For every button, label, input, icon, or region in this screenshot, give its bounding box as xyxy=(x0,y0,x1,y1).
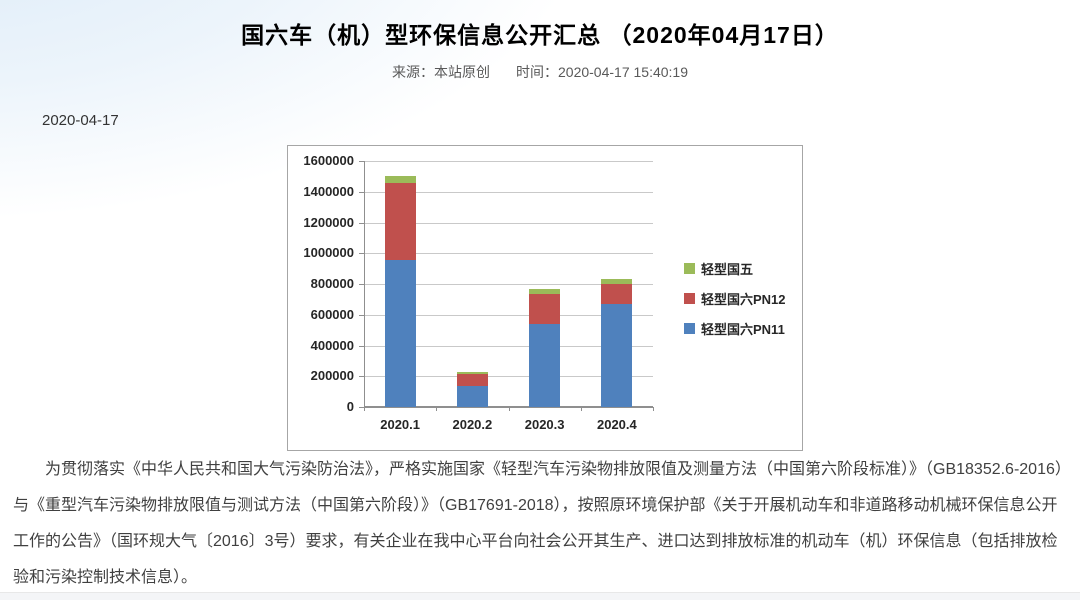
bar-segment xyxy=(384,182,416,261)
legend-item: 轻型国六PN12 xyxy=(684,289,786,308)
legend-swatch xyxy=(684,263,695,274)
bar-segment xyxy=(384,260,416,407)
y-axis-label: 800000 xyxy=(310,276,354,291)
article-meta: 来源：本站原创 时间：2020-04-17 15:40:19 xyxy=(0,62,1080,82)
y-axis-tick xyxy=(359,345,364,347)
y-axis-label: 200000 xyxy=(310,368,354,384)
y-axis-line xyxy=(364,161,365,407)
y-axis-label: 1000000 xyxy=(303,245,354,261)
meta-time-label: 时间： xyxy=(516,64,558,80)
gridline xyxy=(364,253,653,255)
y-axis-tick xyxy=(359,222,364,224)
x-axis-label: 2020.4 xyxy=(596,417,637,432)
bar-segment xyxy=(601,284,633,304)
bar-segment xyxy=(529,323,561,407)
legend-label: 轻型国六PN11 xyxy=(701,322,785,337)
gridline xyxy=(364,161,653,162)
bar-segment xyxy=(384,175,416,183)
legend-label: 轻型国六PN12 xyxy=(701,292,786,307)
y-axis-tick xyxy=(359,376,364,378)
x-axis-label: 2020.3 xyxy=(524,417,565,432)
article-date: 2020-04-17 xyxy=(42,112,119,129)
gridline xyxy=(364,191,653,193)
legend-item: 轻型国六PN11 xyxy=(684,319,786,338)
bar-segment xyxy=(456,386,488,407)
y-axis-tick xyxy=(359,407,364,408)
meta-source-label: 来源： xyxy=(392,64,434,80)
y-axis-label: 400000 xyxy=(310,337,354,353)
bar-segment xyxy=(529,289,561,294)
gridline xyxy=(364,284,653,285)
bar-segment xyxy=(601,303,633,407)
y-axis-label: 1400000 xyxy=(303,183,354,199)
bar-segment xyxy=(529,293,561,324)
gridline xyxy=(364,345,653,347)
stacked-bar-chart: 0 200000 400000 600000 800000 1000000 1200000 1… xyxy=(287,145,803,451)
x-axis-tick xyxy=(508,407,510,411)
meta-time-value: 2020-04-17 15:40:19 xyxy=(558,64,688,80)
bar-segment xyxy=(456,372,488,374)
x-axis-tick xyxy=(436,407,438,411)
y-axis-label: 0 xyxy=(346,399,354,414)
y-axis-label: 1600000 xyxy=(303,153,354,168)
y-axis-tick xyxy=(359,314,364,316)
x-axis-tick xyxy=(364,407,365,411)
legend-swatch xyxy=(684,323,695,334)
x-axis-label: 2020.1 xyxy=(380,417,420,432)
y-axis-tick xyxy=(359,191,364,193)
chart-legend: 轻型国五轻型国六PN12 轻型国六PN11 xyxy=(684,259,786,338)
gridline xyxy=(364,314,653,316)
x-axis-label: 2020.2 xyxy=(452,417,493,432)
bar-segment xyxy=(456,373,488,387)
y-axis-tick xyxy=(359,284,364,285)
y-axis-tick xyxy=(359,253,364,255)
x-axis-tick xyxy=(653,407,654,411)
legend-label: 轻型国五 xyxy=(701,262,754,277)
gridline xyxy=(364,376,653,378)
x-axis-tick xyxy=(580,407,582,411)
y-axis-label: 1200000 xyxy=(303,214,354,230)
gridline xyxy=(364,222,653,224)
y-axis-label: 600000 xyxy=(310,306,354,322)
meta-source-value: 本站原创 xyxy=(434,64,490,80)
bar-segment xyxy=(601,279,633,284)
y-axis-tick xyxy=(359,161,364,162)
page-title: 国六车（机）型环保信息公开汇总 （2020年04月17日） xyxy=(241,22,839,48)
footer-strip xyxy=(0,592,1080,600)
legend-swatch xyxy=(684,293,695,304)
legend-item: 轻型国五 xyxy=(684,259,786,278)
article-paragraph: 为贯彻落实《中华人民共和国大气污染防治法》，严格实施国家《轻型汽车污染物排放限值… xyxy=(13,461,1063,586)
